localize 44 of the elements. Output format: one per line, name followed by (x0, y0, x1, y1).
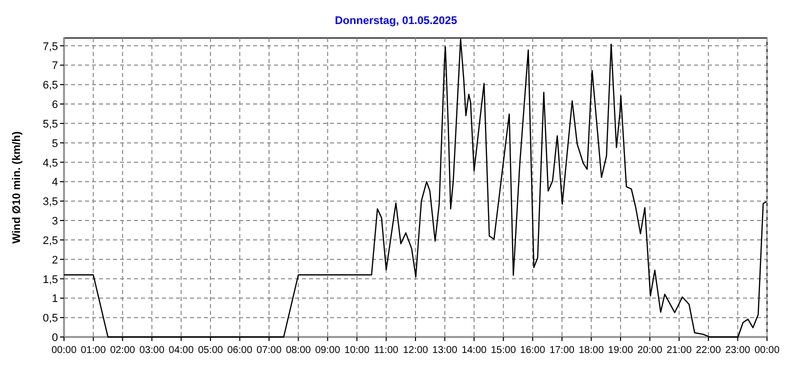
y-tick-label: 1 (52, 293, 58, 306)
x-tick-label: 05:00 (198, 345, 224, 356)
y-tick-label: 4 (52, 176, 58, 189)
x-tick-label: 02:00 (110, 345, 136, 356)
y-tick-label: 0,5 (42, 312, 58, 325)
x-tick-label: 00:00 (754, 345, 780, 356)
y-axis-title: Wind Ø10 min. (km/h) (11, 130, 23, 244)
y-tick-label: 7,5 (42, 40, 58, 53)
line-series (63, 38, 768, 338)
x-tick-label: 22:00 (696, 345, 722, 356)
x-tick-label: 13:00 (432, 345, 458, 356)
y-tick-label: 3,5 (42, 196, 58, 208)
x-tick-label: 11:00 (374, 345, 399, 356)
x-tick-label: 04:00 (168, 345, 194, 356)
y-tick-label: 0 (52, 332, 58, 344)
y-tick-label: 5 (52, 138, 58, 150)
x-tick-label: 10:00 (344, 345, 370, 356)
y-tick-label: 6,5 (42, 80, 58, 92)
x-tick-label: 01:00 (80, 345, 106, 356)
y-tick-label: 3 (52, 216, 58, 228)
chart-title: Donnerstag, 01.05.2025 (334, 15, 458, 27)
y-tick-label: 5,5 (42, 118, 58, 130)
x-tick-label: 21:00 (666, 345, 692, 356)
y-tick-label: 2,5 (42, 234, 58, 247)
x-tick-label: 03:00 (139, 345, 165, 356)
x-tick-label: 09:00 (315, 345, 341, 356)
x-tick-label: 18:00 (578, 345, 604, 356)
x-tick-label: 16:00 (520, 345, 546, 356)
x-tick-label: 07:00 (256, 345, 282, 356)
x-tick-label: 12:00 (402, 345, 428, 356)
y-tick-label: 7 (52, 60, 58, 72)
y-tick-label: 1,5 (42, 274, 58, 286)
x-tick-label: 15:00 (490, 345, 516, 356)
x-tick-label: 17:00 (549, 345, 575, 356)
x-tick-label: 23:00 (725, 345, 751, 356)
x-tick-label: 00:00 (51, 345, 77, 356)
y-tick-label: 4,5 (42, 157, 58, 170)
y-tick-label: 2 (52, 254, 58, 266)
y-tick-label: 6 (52, 99, 58, 112)
x-tick-label: 06:00 (227, 345, 253, 356)
x-tick-label: 14:00 (462, 345, 488, 356)
x-tick-label: 20:00 (637, 345, 663, 356)
x-tick-label: 08:00 (286, 345, 312, 356)
x-tick-label: 19:00 (608, 345, 634, 356)
